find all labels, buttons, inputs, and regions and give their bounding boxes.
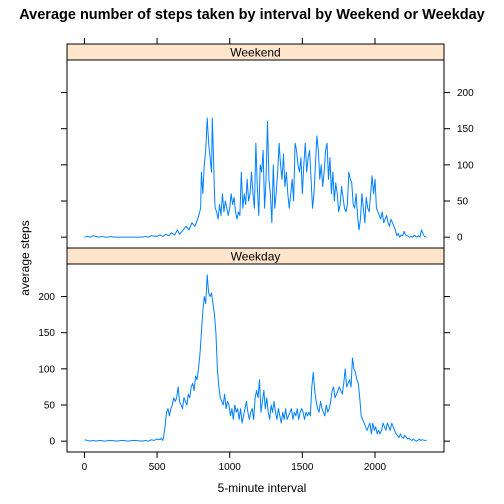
y-tick-label-weekday-0: 0 — [49, 437, 55, 448]
series-line-weekend — [84, 117, 427, 238]
x-tick-label-500: 500 — [149, 462, 166, 473]
x-tick-label-2000: 2000 — [364, 462, 387, 473]
y-tick-label-weekday-50: 50 — [44, 401, 56, 412]
y-tick-label-weekend-150: 150 — [457, 124, 474, 135]
y-tick-label-weekday-150: 150 — [38, 328, 55, 339]
y-tick-label-weekday-100: 100 — [38, 364, 55, 375]
y-tick-label-weekend-0: 0 — [457, 233, 463, 244]
x-tick-label-1000: 1000 — [219, 462, 242, 473]
x-axis-label: 5-minute interval — [218, 481, 307, 495]
series-line-weekday — [84, 274, 427, 442]
y-tick-label-weekend-50: 50 — [457, 197, 469, 208]
y-axis-label: average steps — [18, 220, 32, 295]
x-tick-label-1500: 1500 — [291, 462, 314, 473]
y-tick-label-weekday-200: 200 — [38, 292, 55, 303]
x-tick-label-0: 0 — [82, 462, 88, 473]
strip-label-weekend: Weekend — [230, 46, 280, 60]
chart-title: Average number of steps taken by interva… — [19, 7, 485, 23]
panel-frame-weekday — [66, 263, 445, 453]
strip-label-weekday: Weekday — [231, 250, 281, 264]
y-tick-label-weekend-200: 200 — [457, 88, 474, 99]
y-tick-label-weekend-100: 100 — [457, 160, 474, 171]
